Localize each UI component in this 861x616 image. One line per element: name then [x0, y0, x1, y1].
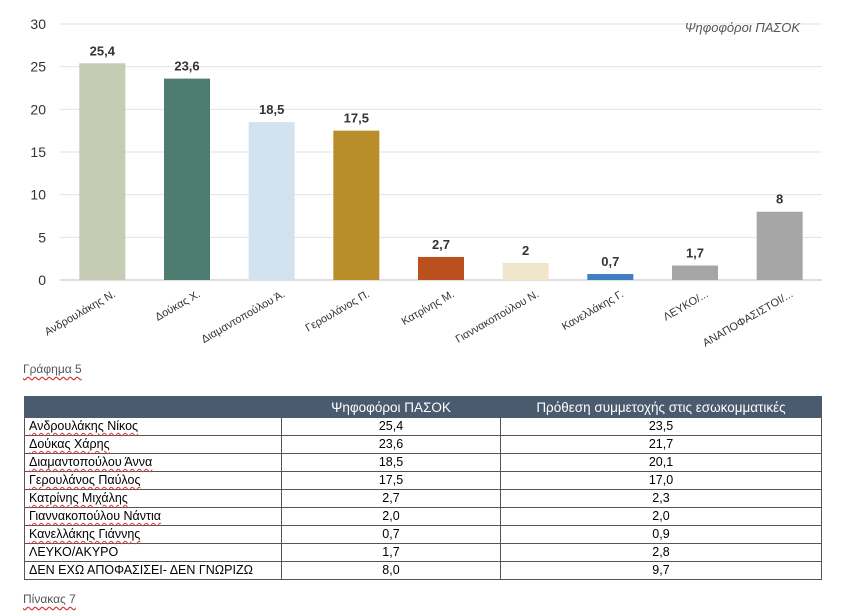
table-cell-participation: 2,3: [500, 489, 822, 508]
table-cell-name: Διαμαντοπούλου Άννα: [24, 453, 282, 472]
table-cell-participation: 0,9: [500, 525, 822, 544]
category-label: Κατρίνης Μ.: [400, 288, 457, 328]
table-header-row: Ψηφοφόροι ΠΑΣΟΚ Πρόθεση συμμετοχής στις …: [24, 396, 822, 418]
chart-legend-title: Ψηφοφόροι ΠΑΣΟΚ: [685, 20, 802, 35]
data-label: 1,7: [686, 245, 704, 260]
data-label: 0,7: [601, 254, 619, 269]
table-row: Διαμαντοπούλου Άννα 18,5 20,1: [24, 453, 822, 472]
y-tick-label: 25: [30, 59, 46, 75]
table-cell-pasok-voters: 25,4: [281, 417, 501, 436]
table-cell-name: Κανελλάκης Γιάννης: [24, 525, 282, 544]
y-tick-label: 15: [30, 144, 46, 160]
table-cell-participation: 20,1: [500, 453, 822, 472]
category-label: Κανελλάκης Γ.: [560, 288, 626, 333]
table-cell-name: Κατρίνης Μιχάλης: [24, 489, 282, 508]
bar: [587, 274, 634, 280]
bar: [79, 63, 126, 281]
bar: [502, 262, 549, 280]
table-row: Κατρίνης Μιχάλης 2,7 2,3: [24, 489, 822, 508]
table-cell-participation: 21,7: [500, 435, 822, 454]
table-cell-participation: 23,5: [500, 417, 822, 436]
table-cell-pasok-voters: 2,7: [281, 489, 501, 508]
bar: [164, 78, 210, 280]
table-cell-name: Δούκας Χάρης: [24, 435, 282, 454]
bar: [418, 256, 464, 280]
category-label: Γερουλάνος Π.: [303, 288, 371, 334]
table-cell-participation: 2,8: [500, 543, 822, 562]
data-label: 18,5: [259, 102, 284, 117]
y-tick-label: 20: [30, 101, 46, 117]
category-label: Γιαννακοπούλου Ν.: [454, 288, 542, 345]
table-header-name: [24, 396, 282, 418]
category-label: Δούκας Χ.: [153, 288, 202, 323]
table-row: ΛΕΥΚΟ/ΑΚΥΡΟ 1,7 2,8: [24, 543, 822, 562]
category-label: ΑΝΑΠΟΦΑΣΙΣΤΟΙ/...: [701, 288, 795, 349]
data-label: 23,6: [174, 59, 199, 74]
table-cell-participation: 2,0: [500, 507, 822, 526]
table-cell-pasok-voters: 0,7: [281, 525, 501, 544]
category-label: Διαμαντοπούλου Ά.: [199, 288, 287, 346]
table-row: Ανδρουλάκης Νίκος 25,4 23,5: [24, 417, 822, 436]
table-cell-pasok-voters: 17,5: [281, 471, 501, 490]
bar: [248, 122, 295, 280]
bar-chart: 0 5 10 15 20 25 30 25,4 Ανδρουλάκης Ν. 23,6 Δούκα…: [30, 16, 822, 350]
chart-caption: Γράφημα 5: [23, 362, 82, 376]
table-header-pasok-voters: Ψηφοφόροι ΠΑΣΟΚ: [281, 396, 501, 418]
table-header-participation: Πρόθεση συμμετοχής στις εσωκομματικές: [500, 396, 822, 418]
y-tick-label: 30: [30, 16, 46, 32]
table-row: Κανελλάκης Γιάννης 0,7 0,9: [24, 525, 822, 544]
table-cell-name: Ανδρουλάκης Νίκος: [24, 417, 282, 436]
y-tick-label: 10: [30, 187, 46, 203]
data-label: 2,7: [432, 237, 450, 252]
table-row: Γιαννακοπούλου Νάντια 2,0 2,0: [24, 507, 822, 526]
y-tick-label: 0: [38, 272, 46, 288]
table-cell-participation: 17,0: [500, 471, 822, 490]
table-cell-pasok-voters: 2,0: [281, 507, 501, 526]
table-cell-pasok-voters: 18,5: [281, 453, 501, 472]
table-cell-pasok-voters: 23,6: [281, 435, 501, 454]
bar: [756, 211, 803, 280]
category-label: ΛΕΥΚΟ/...: [661, 288, 710, 323]
table-row: Γερουλάνος Παύλος 17,5 17,0: [24, 471, 822, 490]
table-cell-participation: 9,7: [500, 561, 822, 580]
table-row: Δούκας Χάρης 23,6 21,7: [24, 435, 822, 454]
data-label: 8: [776, 192, 783, 207]
table-cell-name: Γιαννακοπούλου Νάντια: [24, 507, 282, 526]
category-label: Ανδρουλάκης Ν.: [43, 288, 118, 338]
results-table: Ψηφοφόροι ΠΑΣΟΚ Πρόθεση συμμετοχής στις …: [24, 396, 822, 580]
table-cell-name: Γερουλάνος Παύλος: [24, 471, 282, 490]
data-label: 2: [522, 243, 529, 258]
bar: [333, 130, 380, 280]
data-label: 25,4: [90, 43, 116, 58]
table-caption: Πίνακας 7: [23, 592, 76, 606]
table-cell-name: ΔΕΝ ΕΧΩ ΑΠΟΦΑΣΙΣΕΙ- ΔΕΝ ΓΝΩΡΙΖΩ: [24, 561, 282, 580]
table-cell-name: ΛΕΥΚΟ/ΑΚΥΡΟ: [24, 543, 282, 562]
table-row: ΔΕΝ ΕΧΩ ΑΠΟΦΑΣΙΣΕΙ- ΔΕΝ ΓΝΩΡΙΖΩ 8,0 9,7: [24, 561, 822, 580]
table-cell-pasok-voters: 1,7: [281, 543, 501, 562]
table-cell-pasok-voters: 8,0: [281, 561, 501, 580]
data-label: 17,5: [344, 111, 369, 126]
y-tick-label: 5: [38, 229, 46, 245]
bar: [672, 265, 718, 280]
